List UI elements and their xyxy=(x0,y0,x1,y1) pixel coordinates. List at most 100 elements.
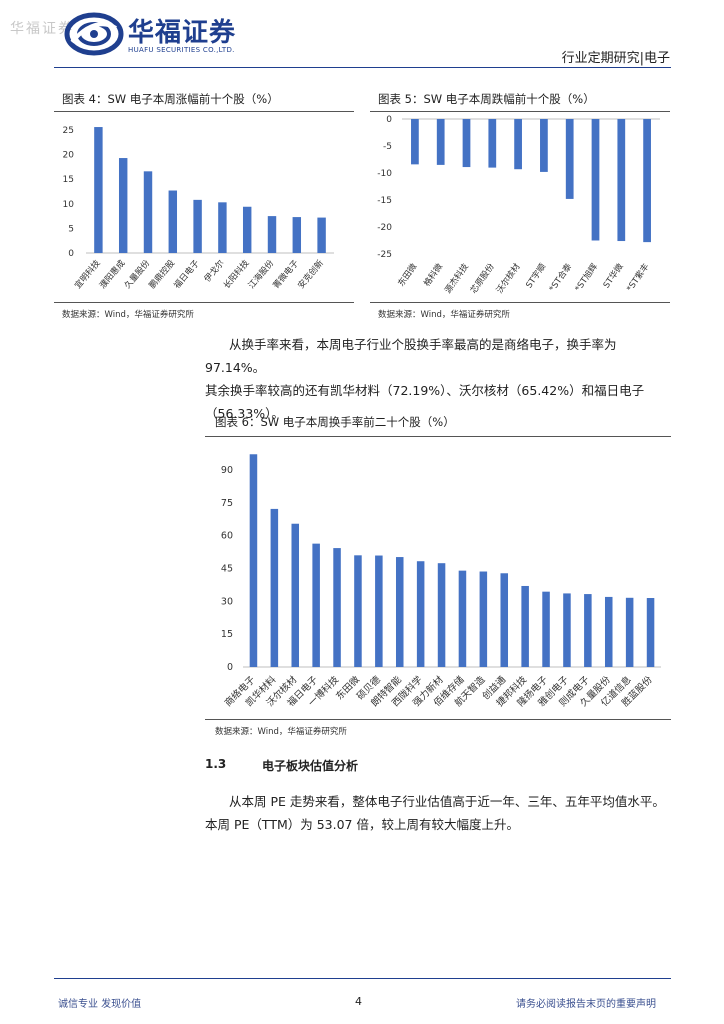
company-name-cn: 华福证券 xyxy=(128,18,237,48)
paragraph-valuation-line2: 本周 PE（TTM）为 53.07 倍，较上周有较大幅度上升。 xyxy=(205,817,519,832)
fig4-ytick-label: 0 xyxy=(68,249,74,259)
footer-slogan: 诚信专业 发现价值 xyxy=(58,999,142,1010)
fig4-ytick-label: 5 xyxy=(68,224,74,234)
paragraph-turnover-line3: （56.33%）。 xyxy=(205,406,284,421)
fig6-bar xyxy=(333,548,341,667)
fig5-bar xyxy=(643,119,651,243)
fig5-category-label: 沃尔核材 xyxy=(494,261,523,296)
fig4-bar xyxy=(267,216,277,253)
fig4-bar xyxy=(193,199,202,253)
fig6-ytick-label: 90 xyxy=(221,465,233,476)
fig6-bar xyxy=(354,555,362,667)
figure6-divider xyxy=(205,436,671,437)
fig4-bar xyxy=(168,190,178,253)
fig5-bar xyxy=(514,119,522,170)
paragraph-valuation: 从本周 PE 走势来看，整体电子行业估值高于近一年、三年、五年平均值水平。 本周… xyxy=(205,790,675,836)
footer-disclaimer: 请务必阅读报告末页的重要声明 xyxy=(516,999,656,1010)
fig5-category-label: 东田微 xyxy=(396,261,420,289)
fig6-ytick-label: 30 xyxy=(221,596,233,607)
fig6-bar xyxy=(646,598,655,667)
footer-divider xyxy=(54,978,671,979)
fig6-bar xyxy=(604,596,613,667)
paragraph-turnover-line2: 其余换手率较高的还有凯华材料（72.19%）、沃尔核材（65.42%）和福日电子 xyxy=(205,383,645,398)
fig6-bar xyxy=(416,561,425,667)
figure5-source: 数据来源：Wind，华福证券研究所 xyxy=(378,310,510,320)
fig5-bar xyxy=(488,119,497,168)
fig5-category-label: *ST紫丰 xyxy=(624,261,652,294)
figure6-bottom-divider xyxy=(205,719,671,720)
fig6-ytick-label: 45 xyxy=(221,563,233,574)
company-name-en: HUAFU SECURITIES CO.,LTD. xyxy=(128,46,235,54)
figure4-title: 图表 4：SW 电子本周涨幅前十个股（%） xyxy=(62,92,279,106)
fig4-ytick-label: 25 xyxy=(63,126,74,136)
fig6-bar xyxy=(312,543,320,667)
fig6-bar xyxy=(270,508,279,667)
fig5-ytick-label: 0 xyxy=(386,115,392,125)
fig6-ytick-label: 15 xyxy=(221,629,233,640)
report-type: 行业定期研究|电子 xyxy=(561,51,670,66)
fig6-bar xyxy=(542,591,550,667)
figure5-bottom-divider xyxy=(370,302,670,303)
fig4-category-label: 福日电子 xyxy=(172,257,203,290)
fig6-bar xyxy=(521,585,529,667)
section-title: 电子板块估值分析 xyxy=(262,759,359,773)
fig6-bar xyxy=(458,570,467,667)
fig5-category-label: 源杰科技 xyxy=(442,261,471,296)
page-number: 4 xyxy=(355,995,362,1008)
fig4-bar xyxy=(118,158,128,253)
fig5-ytick-label: -25 xyxy=(377,250,392,260)
fig4-ytick-label: 20 xyxy=(63,151,75,161)
fig6-bar xyxy=(249,454,258,667)
watermark-text: 华福证券 xyxy=(10,21,74,37)
fig6-ytick-label: 75 xyxy=(221,498,233,509)
figure4-divider xyxy=(54,111,354,112)
fig6-bar xyxy=(291,523,300,667)
figure5-title: 图表 5：SW 电子本周跌幅前十个股（%） xyxy=(378,92,595,106)
fig5-bar xyxy=(462,119,471,168)
fig5-ytick-label: -20 xyxy=(377,223,392,233)
figure5-divider xyxy=(370,111,670,112)
fig5-bar xyxy=(411,119,419,165)
section-number: 1.3 xyxy=(205,757,227,771)
fig5-category-label: 芯原股份 xyxy=(468,261,497,296)
fig4-bar xyxy=(317,217,326,253)
figure6-source: 数据来源：Wind，华福证券研究所 xyxy=(215,727,347,737)
fig5-bar xyxy=(565,119,574,199)
fig6-ytick-label: 60 xyxy=(221,531,233,542)
fig4-category-label: 安克创新 xyxy=(296,257,327,290)
company-logo-icon xyxy=(64,12,124,56)
fig4-bar xyxy=(143,171,153,253)
fig6-bar xyxy=(395,557,404,667)
paragraph-turnover: 从换手率来看，本周电子行业个股换手率最高的是商络电子，换手率为 97.14%。 … xyxy=(205,333,675,425)
figure4-source: 数据来源：Wind，华福证券研究所 xyxy=(62,310,194,320)
fig6-bar xyxy=(375,555,383,667)
fig5-category-label: 格科微 xyxy=(422,261,446,289)
fig4-ytick-label: 15 xyxy=(63,175,74,185)
fig5-category-label: *ST合泰 xyxy=(547,261,575,294)
fig5-ytick-label: -10 xyxy=(377,169,392,179)
fig4-bar xyxy=(292,217,302,253)
fig6-bar xyxy=(500,573,509,667)
fig5-category-label: ST宇顺 xyxy=(524,261,549,290)
fig5-bar xyxy=(436,119,445,165)
figure6-title: 图表 6：SW 电子本周换手率前二十个股（%） xyxy=(215,415,455,429)
figure4-bottom-divider xyxy=(54,302,354,303)
fig4-bar xyxy=(242,206,252,253)
fig5-ytick-label: -5 xyxy=(383,142,392,152)
fig4-bar xyxy=(94,127,103,253)
fig6-bar xyxy=(625,597,634,667)
fig6-bar xyxy=(563,593,571,667)
fig5-bar xyxy=(591,119,600,241)
fig6-bar xyxy=(584,594,592,667)
fig5-category-label: ST华微 xyxy=(601,261,626,290)
paragraph-valuation-line1: 从本周 PE 走势来看，整体电子行业估值高于近一年、三年、五年平均值水平。 xyxy=(229,794,665,809)
fig4-bar xyxy=(218,202,227,253)
fig6-ytick-label: 0 xyxy=(227,662,233,673)
fig5-ytick-label: -15 xyxy=(377,196,392,206)
paragraph-turnover-line1: 从换手率来看，本周电子行业个股换手率最高的是商络电子，换手率为 97.14%。 xyxy=(205,337,617,375)
fig6-bar xyxy=(479,571,488,667)
header-divider xyxy=(54,67,671,68)
figure6-chart: 0153045607590商络电子凯华材料沃尔核材福日电子一博科技东田微硕贝德朗… xyxy=(221,454,661,709)
